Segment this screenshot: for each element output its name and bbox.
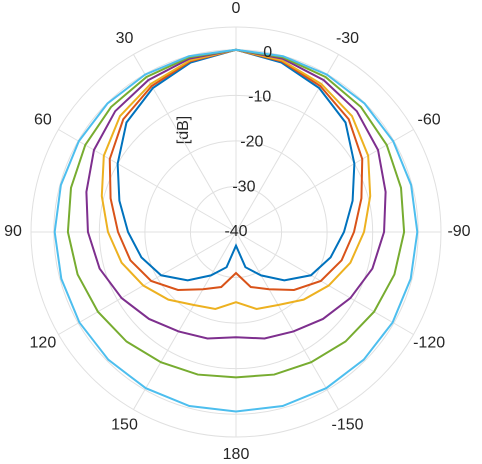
theta-tick-label: -60	[418, 112, 441, 129]
r-tick-label: -30	[232, 178, 255, 195]
theta-tick-label: -120	[413, 335, 445, 352]
grid-spoke	[58, 129, 237, 233]
r-tick-label: -40	[224, 223, 247, 240]
theta-tick-label: 180	[223, 446, 250, 463]
r-tick-label: -20	[240, 133, 263, 150]
theta-tick-label: 120	[30, 335, 57, 352]
grid-spoke	[235, 129, 414, 233]
theta-tick-label: 30	[116, 30, 134, 47]
r-tick-label: 0	[263, 44, 272, 61]
pattern-curve	[100, 48, 372, 311]
grid-spoke	[235, 231, 414, 335]
pattern-curve	[53, 48, 419, 413]
theta-tick-label: -90	[447, 223, 470, 240]
theta-tick-label: 60	[34, 112, 52, 129]
theta-tick-label: 0	[232, 0, 241, 17]
theta-tick-label: -150	[331, 416, 363, 433]
theta-tick-label: 90	[4, 223, 22, 240]
r-tick-label: -10	[248, 89, 271, 106]
theta-tick-label: -30	[336, 30, 359, 47]
pattern-curve	[66, 48, 406, 379]
pattern-curve	[116, 48, 356, 282]
grid-spoke	[133, 231, 237, 410]
pattern-curve	[108, 48, 364, 291]
grid-spoke	[235, 231, 339, 410]
r-axis-label: [dB]	[175, 116, 192, 144]
grid-spoke	[58, 231, 237, 335]
theta-tick-label: 150	[111, 416, 138, 433]
pattern-curve	[85, 48, 387, 340]
